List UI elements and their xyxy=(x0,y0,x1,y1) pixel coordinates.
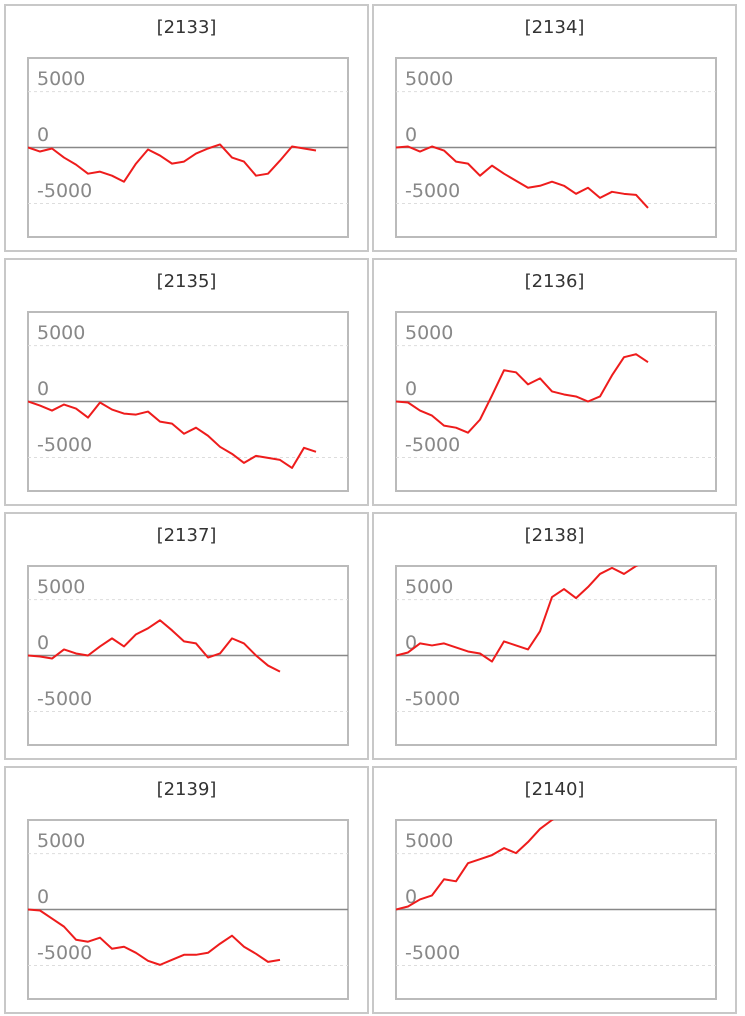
data-line xyxy=(396,353,649,434)
chart-title: [2140] xyxy=(525,779,585,800)
chart-title: [2136] xyxy=(525,271,585,292)
y-tick-label: 5000 xyxy=(37,322,85,344)
y-tick-label: 0 xyxy=(37,632,49,654)
chart-title: [2139] xyxy=(157,779,217,800)
y-tick-label: -5000 xyxy=(37,180,92,202)
chart-title: [2138] xyxy=(525,525,585,546)
chart-title: [2133] xyxy=(157,17,217,38)
y-tick-label: -5000 xyxy=(37,434,92,456)
data-line xyxy=(28,400,317,469)
y-tick-label: -5000 xyxy=(37,942,92,964)
y-tick-label: -5000 xyxy=(405,942,460,964)
y-tick-label: 5000 xyxy=(405,576,453,598)
data-line xyxy=(28,619,281,673)
data-line xyxy=(28,143,317,183)
data-line xyxy=(396,820,554,911)
y-tick-label: 5000 xyxy=(37,576,85,598)
chart-title: [2135] xyxy=(157,271,217,292)
y-tick-label: -5000 xyxy=(37,688,92,710)
y-tick-label: 5000 xyxy=(37,830,85,852)
chart-panel: [2136] -5000 0 5000 xyxy=(372,258,737,506)
y-tick-label: -5000 xyxy=(405,180,460,202)
chart-panel: [2139] -5000 0 5000 xyxy=(4,766,369,1014)
chart-panel: [2135] -5000 0 5000 xyxy=(4,258,369,506)
y-tick-label: 5000 xyxy=(405,322,453,344)
chart-panel: [2134] -5000 0 5000 xyxy=(372,4,737,252)
data-line xyxy=(396,566,639,663)
chart-title: [2134] xyxy=(525,17,585,38)
y-tick-label: 0 xyxy=(37,124,49,146)
y-tick-label: 0 xyxy=(405,378,417,400)
data-line xyxy=(396,145,649,209)
chart-title: [2137] xyxy=(157,525,217,546)
y-tick-label: 0 xyxy=(37,886,49,908)
data-line xyxy=(28,908,281,966)
chart-panel: [2133] -5000 0 5000 xyxy=(4,4,369,252)
chart-panel: [2137] -5000 0 5000 xyxy=(4,512,369,760)
y-tick-label: 5000 xyxy=(37,68,85,90)
y-tick-label: -5000 xyxy=(405,688,460,710)
y-tick-label: 0 xyxy=(405,124,417,146)
y-tick-label: 5000 xyxy=(405,68,453,90)
y-tick-label: 5000 xyxy=(405,830,453,852)
y-tick-label: -5000 xyxy=(405,434,460,456)
y-tick-label: 0 xyxy=(37,378,49,400)
